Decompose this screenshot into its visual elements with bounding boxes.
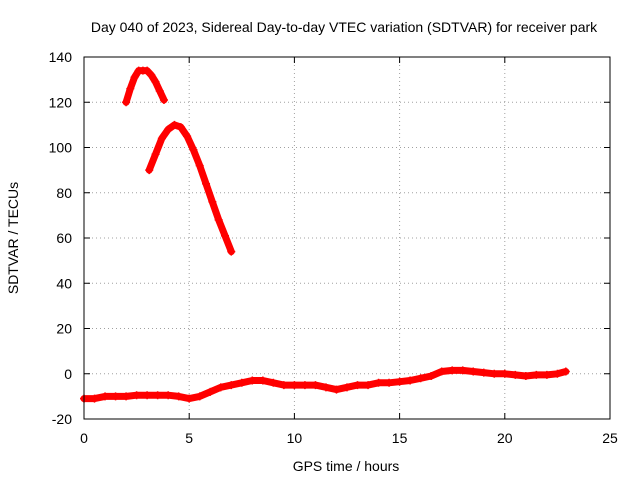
x-tick-label: 5	[185, 430, 193, 446]
data-point	[532, 370, 541, 379]
data-point	[151, 150, 160, 159]
data-point	[202, 179, 211, 188]
y-tick-label: 40	[56, 275, 72, 291]
grid-lines	[84, 57, 610, 419]
x-tick-label: 20	[497, 430, 513, 446]
series-band	[145, 121, 235, 256]
data-point	[353, 381, 362, 390]
y-tick-label: 80	[56, 185, 72, 201]
data-point	[427, 372, 436, 381]
y-tick-label: 20	[56, 321, 72, 337]
y-tick-label: 100	[49, 140, 73, 156]
data-points	[80, 66, 570, 403]
data-point	[214, 215, 223, 224]
data-point	[227, 247, 236, 256]
data-point	[374, 378, 383, 387]
data-point	[237, 378, 246, 387]
y-tick-label: 60	[56, 230, 72, 246]
data-point	[521, 372, 530, 381]
data-point	[157, 134, 166, 143]
data-point	[170, 120, 179, 129]
data-point	[122, 98, 131, 107]
data-point	[416, 374, 425, 383]
y-axis-label: SDTVAR / TECUs	[5, 182, 21, 294]
data-point	[153, 391, 162, 400]
data-point	[500, 369, 509, 378]
data-point	[101, 392, 110, 401]
data-point	[364, 381, 373, 390]
data-point	[195, 161, 204, 170]
data-point	[155, 86, 164, 95]
data-point	[343, 383, 351, 392]
y-tick-label: -20	[52, 411, 72, 427]
x-tick-label: 25	[602, 430, 618, 446]
data-point	[448, 366, 457, 375]
data-point	[300, 381, 309, 390]
data-point	[132, 391, 141, 400]
series-arc-2	[145, 120, 236, 256]
data-point	[258, 376, 267, 385]
data-point	[542, 370, 551, 379]
data-point	[90, 394, 99, 403]
plot-frame	[83, 56, 611, 420]
y-tick-label: 0	[64, 366, 72, 382]
data-point	[151, 77, 160, 86]
data-point	[406, 376, 415, 385]
data-point	[126, 84, 135, 93]
data-point	[321, 383, 330, 392]
data-point	[311, 381, 320, 390]
data-point	[143, 391, 152, 400]
data-point	[227, 381, 236, 390]
data-point	[176, 123, 185, 132]
data-point	[185, 394, 194, 403]
data-point	[122, 392, 131, 401]
x-tick-label: 0	[80, 430, 88, 446]
axis-ticks: 0 5 10 15 20 25 -20 0 20 40 60 80 100 120 140	[49, 49, 618, 446]
data-point	[290, 381, 299, 390]
series-arc-1	[122, 66, 168, 107]
data-point	[206, 387, 215, 396]
data-point	[269, 378, 278, 387]
data-point	[143, 66, 152, 75]
data-point	[385, 378, 394, 387]
data-point	[469, 367, 478, 376]
data-point	[164, 391, 173, 400]
data-point	[279, 381, 288, 390]
data-point	[458, 366, 467, 375]
data-point	[189, 145, 198, 154]
y-tick-label: 140	[49, 49, 73, 65]
data-point	[159, 95, 168, 104]
data-point	[553, 369, 562, 378]
series-band	[122, 67, 168, 106]
data-point	[220, 231, 229, 240]
data-point	[208, 197, 217, 206]
series-arc-3	[80, 366, 570, 403]
x-tick-label: 10	[287, 430, 303, 446]
data-point	[490, 369, 499, 378]
data-point	[332, 385, 341, 394]
data-point	[183, 132, 192, 141]
data-point	[147, 71, 156, 80]
data-point	[248, 376, 257, 385]
y-tick-label: 120	[49, 94, 73, 110]
data-point	[511, 370, 520, 379]
chart-title: Day 040 of 2023, Sidereal Day-to-day VTE…	[91, 19, 598, 35]
data-point	[164, 125, 173, 134]
data-point	[216, 383, 225, 392]
data-point	[195, 392, 204, 401]
data-point	[395, 377, 404, 386]
data-point	[437, 367, 446, 376]
data-point	[145, 166, 154, 175]
data-point	[561, 367, 570, 376]
x-tick-label: 15	[392, 430, 408, 446]
data-point	[111, 392, 120, 401]
x-axis-label: GPS time / hours	[293, 458, 400, 474]
data-point	[174, 392, 183, 401]
data-point	[479, 368, 488, 377]
data-point	[130, 73, 139, 82]
